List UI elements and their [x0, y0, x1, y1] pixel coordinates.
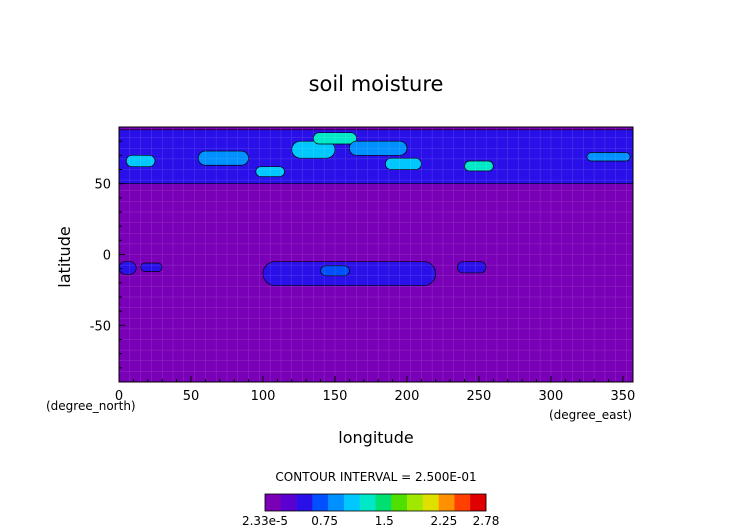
arctic-band: [118, 129, 634, 185]
colorbar-tick-label: 2.25: [431, 514, 458, 528]
tropical-blob: [140, 262, 163, 272]
x-axis: 0 50 100 150 200 250 300 350: [115, 376, 635, 404]
colorbar-swatch: [343, 494, 361, 511]
contour-interval-label: CONTOUR INTERVAL = 2.500E-01: [275, 470, 476, 484]
colorbar-tick-label: 2.78: [473, 514, 500, 528]
colorbar-swatch: [391, 494, 408, 511]
colorbar-swatch: [280, 494, 297, 511]
x-tick-label: 250: [467, 389, 492, 404]
colorbar-swatch: [312, 494, 329, 511]
colorbar-swatch: [328, 494, 345, 511]
colorbar-tick-label: 0.75: [311, 514, 338, 528]
colorbar-swatch: [359, 494, 376, 511]
x-axis-units: (degree_east): [549, 408, 632, 422]
colorbar-swatch: [265, 494, 282, 511]
x-tick-label: 0: [115, 389, 123, 404]
colorbar-swatch: [296, 494, 313, 511]
y-axis-units: (degree_north): [46, 399, 136, 413]
arctic-blob: [255, 166, 285, 177]
arctic-blob: [125, 154, 156, 168]
y-tick-label: 0: [103, 249, 111, 264]
arctic-blob: [291, 140, 336, 159]
arctic-blob: [313, 132, 357, 145]
grid: [118, 126, 633, 383]
chart-title: soil moisture: [309, 72, 444, 96]
x-tick-label: 100: [251, 389, 276, 404]
x-tick-label: 350: [611, 389, 636, 404]
arctic-blob: [385, 157, 422, 170]
colorbar-swatch: [422, 494, 439, 511]
x-tick-label: 150: [323, 389, 348, 404]
y-axis: -50 0 50: [90, 140, 125, 369]
colorbar-swatch: [454, 494, 471, 511]
colorbar: 2.33e-5 0.75 1.5 2.25 2.78: [242, 493, 500, 528]
tropical-band: [262, 261, 437, 287]
colorbar-swatch: [407, 494, 424, 511]
x-tick-label: 300: [539, 389, 564, 404]
colorbar-swatch: [438, 494, 455, 511]
colorbar-swatch: [375, 494, 392, 511]
arctic-blob: [349, 140, 408, 156]
y-tick-label: 50: [94, 178, 111, 193]
plot-area: [118, 126, 634, 383]
y-axis-label: latitude: [55, 226, 74, 287]
arctic-blob: [197, 150, 249, 166]
colorbar-tick-label: 1.5: [375, 514, 394, 528]
tropical-blob: [320, 265, 350, 277]
x-tick-label: 50: [183, 389, 200, 404]
tropical-blob: [456, 261, 487, 274]
colorbar-swatch: [470, 494, 487, 511]
arctic-blob: [464, 160, 494, 172]
arctic-blob: [586, 152, 631, 162]
x-tick-label: 200: [395, 389, 420, 404]
y-tick-label: -50: [90, 319, 111, 334]
x-axis-label: longitude: [338, 428, 413, 447]
tropical-blob: [118, 261, 137, 275]
colorbar-tick-label: 2.33e-5: [242, 514, 288, 528]
